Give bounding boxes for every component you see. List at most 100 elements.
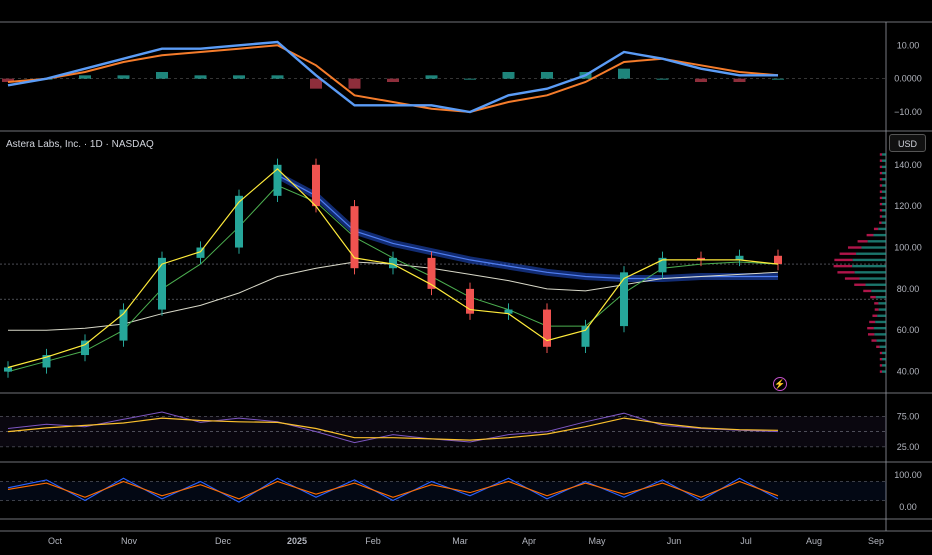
candle-body (4, 367, 12, 372)
volume-profile-bar (879, 178, 882, 181)
volume-profile-bar (874, 308, 879, 311)
time-axis-label: Jul (740, 536, 752, 546)
price-axis-label: 80.00 (897, 284, 920, 294)
volume-profile-bar (856, 252, 886, 255)
volume-profile-bar (879, 159, 882, 162)
volume-profile-bar (866, 233, 874, 237)
volume-profile-bar (873, 227, 879, 231)
volume-profile-bar (878, 302, 886, 305)
candle-body (581, 326, 590, 347)
time-axis-label: Aug (806, 536, 822, 546)
macd-histogram-bar (541, 72, 553, 79)
volume-profile-bar (882, 178, 886, 181)
candle-body (735, 255, 744, 260)
volume-profile-bar (878, 227, 886, 231)
macd-histogram-bar (502, 72, 515, 79)
symbol-title: Astera Labs, Inc. · 1D · NASDAQ (6, 139, 154, 150)
volume-profile-bar (875, 320, 886, 324)
volume-profile-bar (867, 240, 886, 243)
volume-profile-bar (833, 264, 853, 268)
volume-profile-bar (852, 264, 886, 268)
candle-body (504, 309, 513, 314)
volume-profile-bar (863, 289, 872, 293)
volume-profile-bar (882, 370, 886, 373)
candle-body (196, 247, 205, 258)
candle-body (235, 195, 243, 248)
stoch-k-line (7, 477, 779, 503)
macd-histogram-bar (618, 68, 630, 79)
candle-body (427, 257, 436, 289)
volume-profile-bar (859, 277, 886, 280)
candle-body (620, 272, 628, 327)
price-axis-label: 100.00 (894, 243, 922, 253)
rsi-ma-line (7, 417, 779, 441)
moving-average-fast (7, 168, 779, 369)
volume-profile-bar (869, 320, 876, 324)
stoch-band (0, 481, 886, 501)
volume-profile-bar (861, 246, 886, 249)
stoch-d-line (7, 480, 779, 500)
volume-profile-bar (882, 357, 886, 361)
macd-histogram-bar (348, 78, 361, 89)
volume-profile-bar (879, 345, 886, 348)
volume-profile-bar (877, 314, 886, 317)
volume-profile-bar (879, 202, 882, 206)
rsi-axis-label: 25.00 (897, 442, 920, 452)
volume-profile-bar (882, 190, 886, 193)
macd-histogram-bar (772, 78, 784, 80)
volume-profile-bar (879, 357, 882, 361)
macd-histogram-bar (79, 75, 91, 79)
volume-profile-bar (873, 233, 886, 237)
volume-profile-bar (870, 295, 876, 299)
macd-axis-label: 10.00 (897, 40, 920, 50)
volume-profile-bar (882, 165, 886, 169)
macd-histogram-bar (387, 78, 399, 82)
volume-profile-bar (879, 196, 882, 200)
time-axis-label: Mar (452, 536, 468, 546)
macd-histogram-bar (156, 72, 168, 79)
stoch-axis-label: 100.00 (894, 470, 922, 480)
volume-profile-bar (867, 326, 874, 330)
volume-profile-bar (878, 308, 886, 311)
volume-profile-bar (844, 277, 860, 280)
volume-profile-bar (874, 333, 886, 336)
price-axis-label: 40.00 (897, 367, 920, 377)
macd-histogram-bar (2, 78, 14, 82)
volume-profile-bar (879, 153, 882, 156)
volume-profile-bar (879, 171, 882, 175)
volume-profile-bar (854, 271, 886, 274)
lightning-icon[interactable]: ⚡ (773, 377, 787, 391)
volume-profile-bar (839, 252, 857, 255)
volume-profile-bar (882, 171, 886, 175)
time-axis-label: Dec (215, 536, 232, 546)
price-axis-label: 140.00 (894, 160, 922, 170)
volume-profile-bar (875, 295, 886, 299)
volume-profile-bar (854, 283, 866, 286)
volume-profile-bar (882, 209, 886, 212)
volume-profile-bar (879, 165, 882, 169)
volume-profile-bar (879, 209, 882, 212)
currency-button[interactable]: USD (889, 134, 926, 152)
time-axis-label: Apr (522, 536, 536, 546)
macd-signal-line (7, 44, 779, 114)
macd-histogram-bar (695, 78, 707, 82)
macd-histogram-bar (656, 78, 669, 80)
volume-profile-bar (879, 370, 882, 373)
volume-profile-bar (882, 196, 886, 200)
price-axis-label: 120.00 (894, 201, 922, 211)
volume-profile-bar (882, 159, 886, 162)
volume-profile-bar (879, 184, 882, 187)
candle-body (774, 255, 782, 265)
candle-body (273, 164, 282, 196)
macd-histogram-bar (425, 75, 438, 79)
candle-body (543, 309, 551, 347)
candle-body (42, 355, 51, 368)
volume-profile-bar (882, 364, 886, 367)
volume-profile-bar (874, 302, 879, 305)
macd-line (7, 40, 778, 114)
volume-profile-bar (876, 339, 886, 342)
macd-histogram-bar (117, 75, 130, 79)
candle-body (350, 206, 359, 269)
